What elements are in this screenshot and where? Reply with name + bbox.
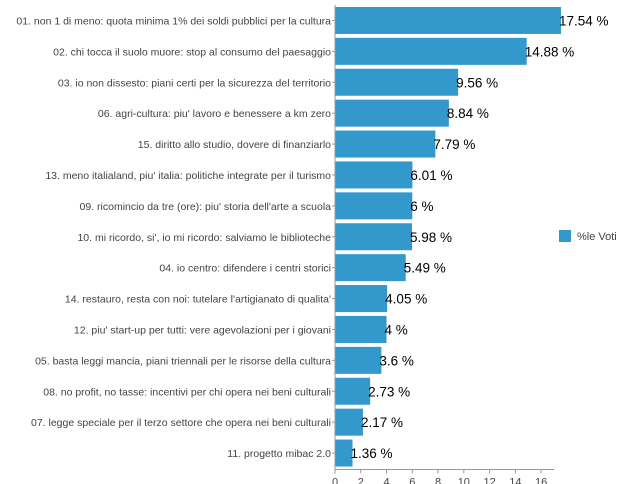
x-tick-label: 0 xyxy=(332,477,338,484)
x-tick-label: 12 xyxy=(483,477,495,484)
x-tick-label: 4 xyxy=(383,477,389,484)
category-label: 04. io centro: difendere i centri storic… xyxy=(159,263,331,275)
data-label: 14.88 % xyxy=(525,44,575,59)
category-label: 11. progetto mibac 2.0 xyxy=(227,448,331,460)
category-label: 15. diritto allo studio, dovere di finan… xyxy=(138,139,331,151)
x-tick-label: 16 xyxy=(535,477,547,484)
data-label: 8.84 % xyxy=(447,106,489,121)
x-tick-label: 8 xyxy=(435,477,441,484)
data-label: 17.54 % xyxy=(559,13,609,28)
data-label: 2.73 % xyxy=(368,384,410,399)
bar xyxy=(335,223,413,251)
x-tick-label: 14 xyxy=(509,477,521,484)
x-tick-label: 2 xyxy=(358,477,364,484)
category-label: 08. no profit, no tasse: incentivi per c… xyxy=(43,386,331,398)
category-label: 06. agri-cultura: piu' lavoro e benesser… xyxy=(98,108,331,120)
category-label: 10. mi ricordo, si', io mi ricordo: salv… xyxy=(77,232,331,244)
bar xyxy=(335,439,353,467)
bars-group xyxy=(335,6,561,467)
legend: %le Voti xyxy=(559,230,617,243)
data-label: 5.98 % xyxy=(410,230,452,245)
data-label: 5.49 % xyxy=(404,261,446,276)
bar xyxy=(335,130,436,158)
data-label: 7.79 % xyxy=(433,137,475,152)
x-tick-label: 10 xyxy=(458,477,470,484)
bar xyxy=(335,6,561,34)
category-label: 01. non 1 di meno: quota minima 1% dei s… xyxy=(16,15,331,27)
data-label: 4.05 % xyxy=(385,292,427,307)
data-label: 4 % xyxy=(385,322,408,337)
bar xyxy=(335,254,406,282)
category-label: 14. restauro, resta con noi: tutelare l'… xyxy=(65,294,331,306)
data-label: 1.36 % xyxy=(351,446,393,461)
category-label: 13. meno italialand, piu' italia: politi… xyxy=(45,170,331,182)
bar xyxy=(335,37,527,65)
data-labels-group: 17.54 % 14.88 % 9.56 % 8.84 % 7.79 % 6.01 % 6 … xyxy=(351,13,609,461)
data-label: 6.01 % xyxy=(410,168,452,183)
category-label: 12. piu' start-up per tutti: vere agevol… xyxy=(74,324,331,336)
bar xyxy=(335,285,388,313)
legend-label: %le Voti xyxy=(577,231,617,243)
category-label: 03. io non dissesto: piani certi per la … xyxy=(58,77,331,89)
category-label: 02. chi tocca il suolo muore: stop al co… xyxy=(53,46,331,58)
bar xyxy=(335,68,459,96)
data-label: 9.56 % xyxy=(456,75,498,90)
x-tick-label: 6 xyxy=(409,477,415,484)
axes-group: 0 2 4 6 8 10 12 14 16 xyxy=(332,5,554,484)
category-label: 05. basta leggi mancia, piani triennali … xyxy=(35,355,331,367)
legend-swatch xyxy=(559,230,571,242)
data-label: 2.17 % xyxy=(361,415,403,430)
category-label: 09. ricomincio da tre (ore): piu' storia… xyxy=(80,201,332,213)
bar xyxy=(335,377,371,405)
bar xyxy=(335,99,449,127)
bar xyxy=(335,346,382,374)
category-label: 07. legge speciale per il terzo settore … xyxy=(31,417,331,429)
data-label: 3.6 % xyxy=(379,353,414,368)
data-label: 6 % xyxy=(410,199,433,214)
category-labels-group: 01. non 1 di meno: quota minima 1% dei s… xyxy=(16,15,331,460)
bar xyxy=(335,192,413,220)
bar xyxy=(335,161,413,189)
bar xyxy=(335,315,387,343)
bar xyxy=(335,408,363,436)
